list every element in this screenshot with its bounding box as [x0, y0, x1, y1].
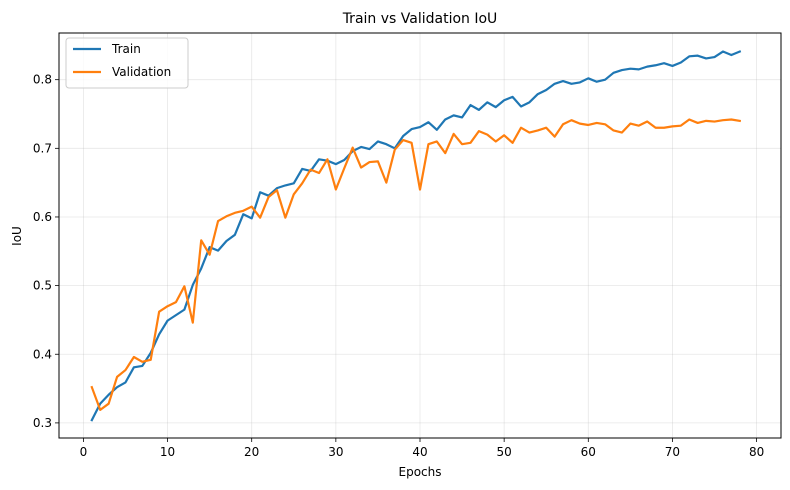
- y-tick-label: 0.3: [33, 416, 52, 430]
- legend-validation-label: Validation: [112, 65, 171, 79]
- train-series-line: [90, 50, 742, 422]
- x-tick-label: 60: [581, 445, 596, 459]
- x-tick-label: 70: [665, 445, 680, 459]
- x-axis-ticks: 0 10 20 30 40 50 60 70 80: [80, 438, 764, 459]
- x-tick-label: 10: [160, 445, 175, 459]
- x-tick-label: 0: [80, 445, 88, 459]
- x-tick-label: 40: [412, 445, 427, 459]
- y-axis-label: IoU: [10, 226, 24, 246]
- y-axis-ticks: 0.3 0.4 0.5 0.6 0.7 0.8: [33, 73, 59, 430]
- x-tick-label: 20: [244, 445, 259, 459]
- y-tick-label: 0.6: [33, 210, 52, 224]
- legend: Train Validation: [65, 37, 189, 89]
- legend-box: [65, 37, 189, 89]
- validation-series-line: [90, 118, 742, 411]
- legend-train-label: Train: [111, 42, 141, 56]
- y-tick-label: 0.5: [33, 279, 52, 293]
- y-tick-label: 0.7: [33, 141, 52, 155]
- x-axis-label: Epochs: [399, 465, 442, 479]
- chart-title: Train vs Validation IoU: [342, 11, 498, 27]
- x-tick-label: 50: [497, 445, 512, 459]
- y-tick-label: 0.4: [33, 347, 52, 361]
- grid-lines: [59, 33, 781, 438]
- y-tick-label: 0.8: [33, 73, 52, 87]
- x-tick-label: 80: [749, 445, 764, 459]
- x-tick-label: 30: [328, 445, 343, 459]
- series-layer: [90, 50, 742, 422]
